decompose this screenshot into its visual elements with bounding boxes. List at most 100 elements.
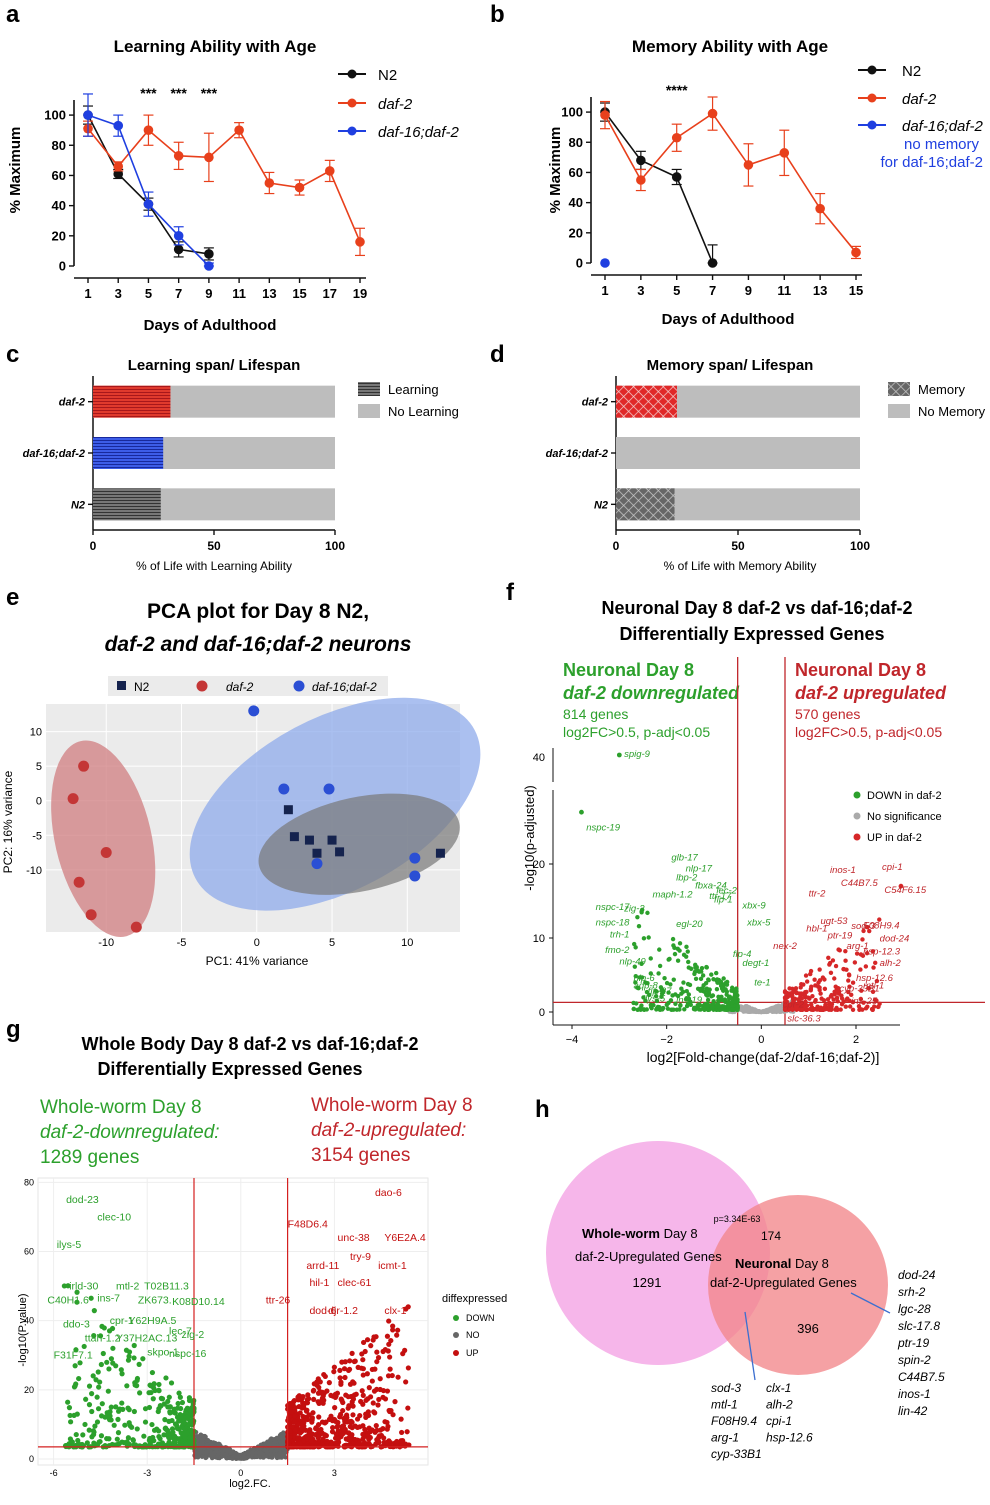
point-down xyxy=(673,1001,678,1006)
point-up xyxy=(789,1003,795,1009)
point-up xyxy=(867,928,872,934)
point-up xyxy=(342,1359,348,1365)
point-up xyxy=(295,1435,301,1441)
legend-note-daf16: for daf-16;daf-2 xyxy=(880,154,983,171)
panel-b-memory-chart: b Memory Ability with Age Days of Adulth… xyxy=(490,1,984,328)
point-down xyxy=(131,1408,137,1415)
x-tick-label: 3 xyxy=(115,286,122,301)
panel-d-xlabel: % of Life with Memory Ability xyxy=(664,559,817,573)
point-up xyxy=(838,1007,843,1012)
point-ns xyxy=(744,1008,750,1014)
point-no xyxy=(277,1434,282,1440)
data-point xyxy=(671,132,682,143)
data-point xyxy=(707,108,718,119)
point-down xyxy=(175,1400,181,1407)
point-down xyxy=(161,1432,167,1438)
panel-g-up-line-3: 3154 genes xyxy=(311,1145,410,1166)
point-up xyxy=(346,1403,352,1409)
venn-label-wholeworm-2: daf-2-Upregulated Genes xyxy=(575,1249,722,1264)
gene-list-neuronal-only: lin-42 xyxy=(898,1404,928,1418)
point-down xyxy=(727,996,732,1001)
x-tick-label: 3 xyxy=(637,283,644,298)
point-down xyxy=(65,1399,71,1405)
ellipse-n2 xyxy=(258,793,460,895)
point-up xyxy=(311,1396,317,1402)
panel-e-xlabel: PC1: 41% variance xyxy=(206,954,309,968)
point-up xyxy=(395,1327,401,1333)
bar-span xyxy=(616,385,677,418)
y-tick-label: 10 xyxy=(533,933,545,945)
point-down xyxy=(97,1333,104,1339)
pca-point-N2 xyxy=(327,835,337,845)
point-down xyxy=(700,973,706,978)
significance-stars: **** xyxy=(666,82,688,98)
point-up xyxy=(828,970,834,976)
point-up xyxy=(362,1348,368,1355)
panel-f-down-criteria: log2FC>0.5, p-adj<0.05 xyxy=(563,724,710,740)
point-down xyxy=(65,1283,71,1289)
point-down xyxy=(184,1405,190,1411)
gene-label-down: nlp-6 xyxy=(634,973,656,984)
panel-h-venn: h Whole-worm Day 8 daf-2-Upregulated Gen… xyxy=(535,1096,945,1461)
gene-label-down: trh-1 xyxy=(610,929,630,940)
point-down xyxy=(95,1369,101,1375)
point-up xyxy=(399,1429,405,1436)
point-up xyxy=(319,1397,325,1403)
point-down xyxy=(95,1406,102,1412)
point-down xyxy=(74,1289,80,1295)
point-up xyxy=(361,1339,367,1346)
point-down xyxy=(163,1375,169,1381)
point-down xyxy=(616,752,622,758)
point-down xyxy=(154,1426,160,1432)
point-up xyxy=(866,986,872,991)
point-up xyxy=(338,1411,344,1418)
x-tick-label: 7 xyxy=(175,286,182,301)
point-up xyxy=(315,1399,321,1405)
point-up xyxy=(322,1373,328,1380)
point-up xyxy=(854,951,860,956)
point-down xyxy=(633,980,638,985)
y-tick-label: 20 xyxy=(52,228,66,243)
point-down xyxy=(111,1422,117,1428)
legend-label-n2: N2 xyxy=(378,67,397,84)
point-up xyxy=(358,1398,364,1405)
x-tick-label: -6 xyxy=(50,1468,58,1478)
point-down xyxy=(91,1333,97,1339)
point-no xyxy=(199,1433,204,1438)
series-daf-2 xyxy=(83,114,365,257)
point-down xyxy=(718,983,724,989)
panel-g-plot: 0 20 40 60 80 -6 -3 0 3 dod-23 clec-10 ilys-5 irld-3… xyxy=(24,1177,429,1478)
point-up xyxy=(370,1337,376,1343)
point-no xyxy=(205,1444,211,1449)
point-up xyxy=(375,1355,382,1361)
legend-marker-daf16 xyxy=(293,680,305,692)
data-point xyxy=(173,231,184,241)
pca-point-daf-16;daf-2 xyxy=(248,705,260,717)
significance-stars: *** xyxy=(140,85,157,101)
pca-point-N2 xyxy=(283,805,293,815)
point-up xyxy=(850,980,856,985)
point-down xyxy=(137,1390,143,1396)
gene-label-up: sod-3 xyxy=(851,921,875,932)
point-up xyxy=(405,1365,411,1371)
point-down xyxy=(688,1002,693,1008)
point-down xyxy=(142,1406,149,1412)
point-up xyxy=(830,958,836,963)
point-down xyxy=(654,998,660,1004)
point-up xyxy=(818,991,823,996)
point-down xyxy=(698,976,704,982)
point-down xyxy=(181,1420,188,1426)
significance-stars: *** xyxy=(201,85,218,101)
pca-point-daf-2 xyxy=(100,847,112,859)
panel-f-down-heading-2: daf-2 downregulated xyxy=(563,683,740,703)
y-tick-label: 60 xyxy=(52,168,66,183)
point-down xyxy=(654,989,659,994)
point-up xyxy=(843,958,848,963)
panel-e-ylabel: PC2: 16% variance xyxy=(1,770,15,873)
point-up xyxy=(847,1004,853,1009)
point-up xyxy=(346,1366,353,1372)
point-down xyxy=(165,1404,171,1410)
x-tick-label: 0 xyxy=(238,1468,243,1478)
gene-label-down: ins-7 xyxy=(97,1293,120,1305)
point-down xyxy=(735,1004,740,1009)
